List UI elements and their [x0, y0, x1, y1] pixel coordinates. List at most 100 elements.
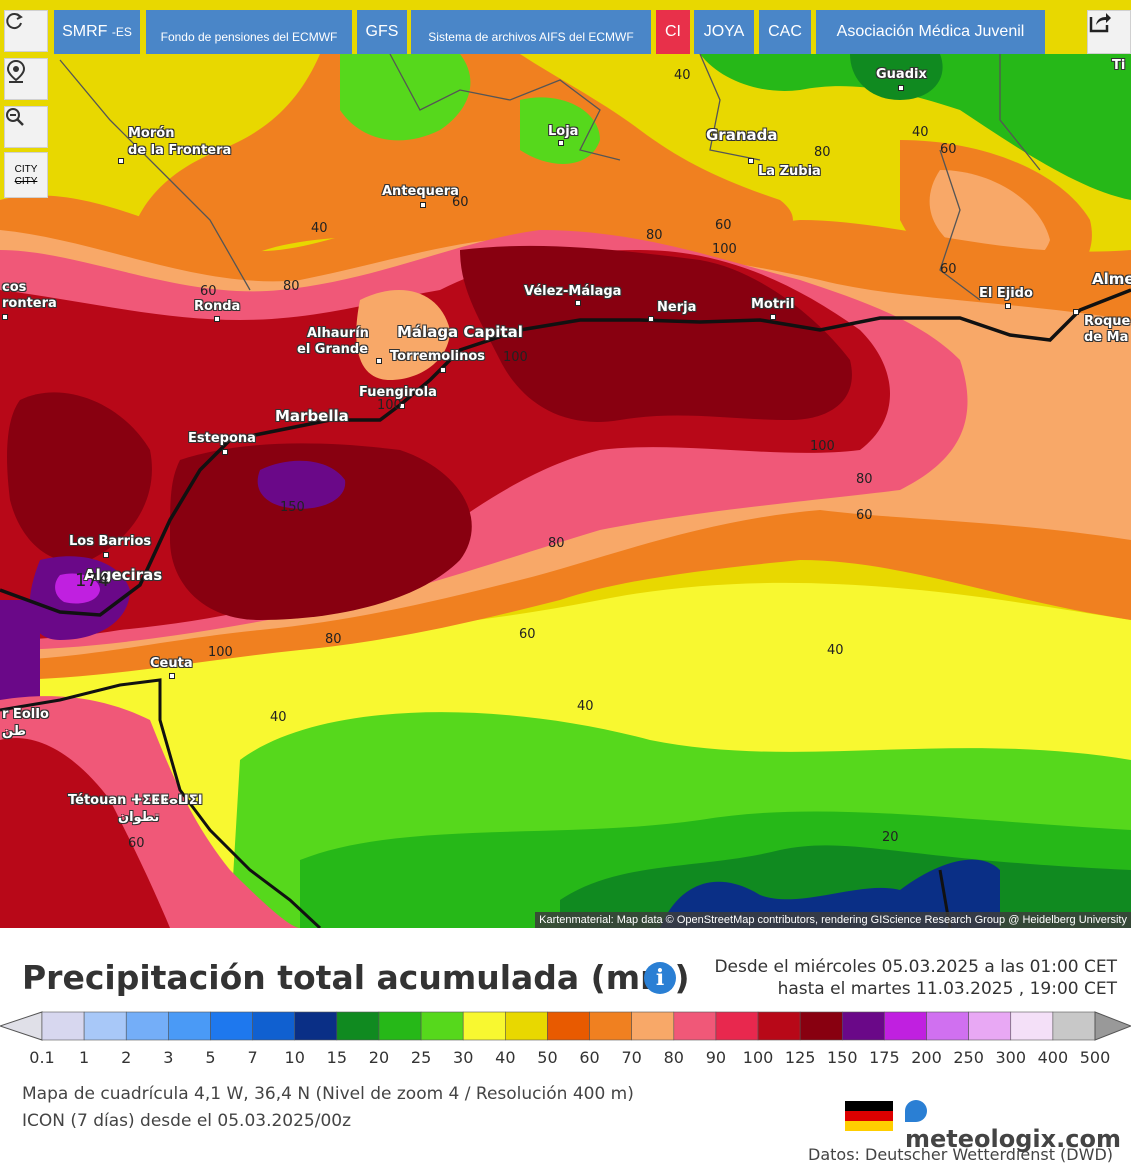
- city-marker: [399, 403, 405, 409]
- city-marker: [214, 316, 220, 322]
- place-label: Ronda: [194, 299, 241, 314]
- city-marker: [1073, 309, 1079, 315]
- contour-label: 100: [712, 242, 737, 257]
- map-attribution[interactable]: Kartenmaterial: Map data © OpenStreetMap…: [535, 912, 1131, 928]
- place-label: تطوان: [118, 810, 160, 825]
- scale-swatch: [505, 1011, 548, 1041]
- place-label: La Zubia: [758, 164, 821, 179]
- precipitation-map[interactable]: Morón de la Frontera Loja Granada La Zub…: [0, 0, 1131, 928]
- scale-swatch: [1052, 1011, 1096, 1041]
- precipitation-field: [0, 53, 1131, 928]
- scale-tick-label: 250: [953, 1048, 984, 1067]
- place-label: el Grande: [297, 342, 369, 357]
- meteologix-icon: [905, 1100, 927, 1122]
- germany-flag-icon: [845, 1101, 893, 1131]
- scale-tick-label: 60: [579, 1048, 600, 1067]
- place-label: Alhaurín: [307, 326, 369, 341]
- scale-swatch: [125, 1011, 169, 1041]
- scale-tick-label: 150: [826, 1048, 858, 1067]
- period-text: Desde el miércoles 05.03.2025 a las 01:0…: [714, 956, 1117, 1000]
- model-button-ci[interactable]: CI: [656, 10, 690, 54]
- scale-swatch: [631, 1011, 675, 1041]
- city-marker: [103, 552, 109, 558]
- place-label: Málaga Capital: [397, 323, 523, 341]
- contour-label: 60: [128, 836, 145, 851]
- model-suffix: -ES: [111, 25, 132, 39]
- share-button[interactable]: [1087, 10, 1131, 54]
- scale-swatch: [252, 1011, 296, 1041]
- place-label: cos: [2, 280, 27, 295]
- scale-swatch: [378, 1011, 422, 1041]
- place-label: El Ejido: [979, 286, 1033, 301]
- scale-tick-label: 40: [495, 1048, 516, 1067]
- model-button-aifs[interactable]: Sistema de archivos AIFS del ECMWF: [411, 10, 651, 54]
- place-label: Tétouan ⵜⵉⵟⵟⴰⵡⵉⵏ: [68, 793, 203, 808]
- place-label: Marbella: [275, 407, 349, 425]
- scale-swatch: [673, 1011, 717, 1041]
- contour-label: 80: [646, 228, 663, 243]
- place-label: Nerja: [657, 300, 697, 315]
- place-label: r EolIo: [2, 707, 49, 722]
- brand-logo[interactable]: meteologix.com: [905, 1097, 1131, 1153]
- map-pin-icon: [6, 59, 26, 83]
- contour-label: 150: [280, 500, 305, 515]
- place-label: de Ma: [1084, 330, 1129, 345]
- city-toggle-button[interactable]: CITY CITY: [4, 152, 48, 198]
- model-button-ecmwf[interactable]: Fondo de pensiones del ECMWF: [146, 10, 352, 54]
- location-button[interactable]: [4, 58, 48, 100]
- scale-swatch: [462, 1011, 506, 1041]
- contour-label: 40: [311, 221, 328, 236]
- zoom-button[interactable]: [4, 106, 48, 148]
- scale-tick-label: 300: [995, 1048, 1027, 1067]
- place-label: Torremolinos: [390, 349, 486, 364]
- contour-label: 20: [882, 830, 899, 845]
- city-marker: [222, 449, 228, 455]
- scale-swatch: [336, 1011, 380, 1041]
- scale-tick-label: 175: [869, 1048, 900, 1067]
- contour-label: 60: [452, 195, 469, 210]
- contour-label: 60: [200, 284, 217, 299]
- model-info: ICON (7 días) desde el 05.03.2025/00z: [22, 1111, 352, 1131]
- place-label: de la Frontera: [128, 143, 232, 158]
- color-scale: [0, 1011, 1131, 1041]
- city-marker: [2, 314, 8, 320]
- scale-tick-label: 100: [742, 1048, 774, 1067]
- city-label-strike: CITY: [14, 176, 38, 187]
- model-button-gfs[interactable]: GFS: [357, 10, 407, 54]
- scale-tick-label: 20: [368, 1048, 390, 1067]
- place-label: Roque: [1084, 314, 1131, 329]
- scale-tick-label: 90: [705, 1048, 727, 1067]
- city-marker: [1005, 303, 1011, 309]
- info-icon[interactable]: i: [644, 962, 676, 994]
- scale-swatch: [799, 1011, 843, 1041]
- refresh-button[interactable]: [4, 10, 48, 52]
- place-label: Loja: [548, 124, 579, 139]
- contour-label: 80: [283, 279, 300, 294]
- contour-label: 100: [810, 439, 835, 454]
- contour-label: 80: [325, 632, 342, 647]
- scale-tick-label: 70: [621, 1048, 642, 1067]
- model-button-smrf[interactable]: SMRF -ES: [54, 10, 140, 54]
- map-meta: Mapa de cuadrícula 4,1 W, 36,4 N (Nivel …: [22, 1081, 634, 1135]
- share-icon: [1089, 13, 1111, 33]
- scale-tick-label: 2: [121, 1048, 132, 1067]
- model-button-amj[interactable]: Asociación Médica Juvenil: [816, 10, 1045, 54]
- place-label: Morón: [128, 126, 175, 141]
- scale-tick-label: 30: [453, 1048, 474, 1067]
- contour-label: 80: [856, 472, 873, 487]
- scale-tick-label: 3: [163, 1048, 174, 1067]
- scale-swatch: [420, 1011, 464, 1041]
- contour-label: 60: [940, 262, 957, 277]
- contour-label: 80: [814, 145, 831, 160]
- model-button-joya[interactable]: JOYA: [694, 10, 754, 54]
- period-line2: hasta el martes 11.03.2025 , 19:00 CET: [777, 979, 1117, 999]
- scale-tick-label: 15: [326, 1048, 348, 1067]
- grid-info: Mapa de cuadrícula 4,1 W, 36,4 N (Nivel …: [22, 1084, 634, 1104]
- city-marker: [440, 367, 446, 373]
- contour-label: 100: [208, 645, 233, 660]
- model-button-cac[interactable]: CAC: [759, 10, 811, 54]
- period-line1: Desde el miércoles 05.03.2025 a las 01:0…: [714, 957, 1117, 977]
- place-label: rontera: [2, 296, 57, 311]
- scale-arrow-right: [1094, 1011, 1131, 1041]
- contour-label: 40: [674, 68, 691, 83]
